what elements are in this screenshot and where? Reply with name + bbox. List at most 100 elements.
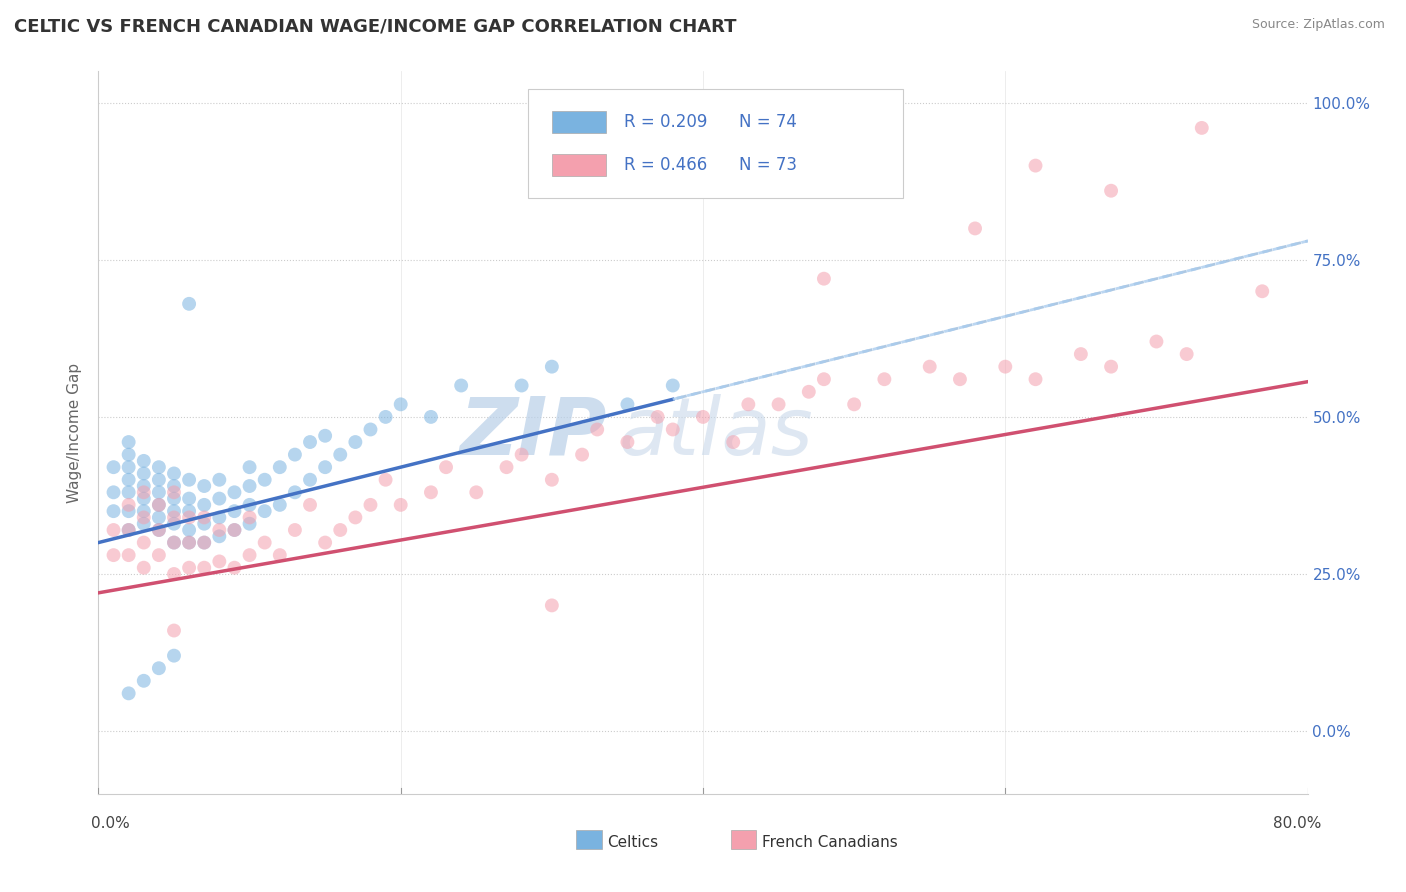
Point: [163, 535, 186, 549]
Point: [616, 435, 638, 450]
Point: [1191, 120, 1213, 135]
Point: [163, 467, 186, 481]
Point: [1144, 334, 1167, 349]
Point: [163, 510, 186, 524]
Point: [284, 523, 307, 537]
Point: [253, 473, 276, 487]
Point: [434, 460, 457, 475]
Point: [269, 498, 291, 512]
Bar: [551, 154, 606, 176]
Point: [344, 435, 367, 450]
Point: [284, 448, 307, 462]
Point: [148, 548, 170, 562]
Point: [132, 673, 155, 688]
Point: [118, 498, 141, 512]
Point: [1099, 359, 1122, 374]
Point: [132, 560, 155, 574]
Point: [994, 359, 1017, 374]
Point: [1251, 285, 1274, 299]
Point: [571, 448, 593, 462]
Point: [737, 397, 759, 411]
Point: [148, 498, 170, 512]
Point: [193, 535, 215, 549]
Point: [269, 548, 291, 562]
Point: [329, 523, 352, 537]
Point: [132, 491, 155, 506]
Point: [647, 409, 669, 424]
Point: [118, 485, 141, 500]
Point: [239, 479, 262, 493]
FancyBboxPatch shape: [527, 89, 903, 198]
Point: [284, 485, 307, 500]
Point: [118, 460, 141, 475]
Point: [374, 409, 396, 424]
Text: Celtics: Celtics: [607, 836, 658, 850]
Point: [253, 535, 276, 549]
Point: [103, 523, 125, 537]
Point: [118, 435, 141, 450]
Point: [1070, 347, 1092, 361]
Point: [420, 485, 443, 500]
Point: [208, 491, 231, 506]
Point: [179, 535, 201, 549]
Point: [148, 485, 170, 500]
Point: [844, 397, 866, 411]
Point: [949, 372, 972, 386]
Point: [148, 510, 170, 524]
Point: [813, 372, 835, 386]
Point: [344, 510, 367, 524]
Point: [918, 359, 941, 374]
Point: [450, 378, 472, 392]
Point: [540, 359, 562, 374]
Point: [661, 378, 683, 392]
Point: [132, 516, 155, 531]
Point: [118, 548, 141, 562]
Point: [239, 460, 262, 475]
Point: [813, 271, 835, 285]
Point: [193, 535, 215, 549]
Point: [193, 479, 215, 493]
Text: R = 0.209: R = 0.209: [624, 113, 707, 131]
Point: [360, 498, 382, 512]
Point: [118, 504, 141, 518]
Bar: [551, 112, 606, 133]
Point: [118, 523, 141, 537]
Point: [224, 485, 246, 500]
Point: [179, 560, 201, 574]
Point: [224, 523, 246, 537]
Point: [179, 510, 201, 524]
Point: [389, 498, 412, 512]
Point: [299, 498, 322, 512]
Point: [132, 485, 155, 500]
Point: [148, 523, 170, 537]
Point: [179, 523, 201, 537]
Text: N = 73: N = 73: [740, 156, 797, 174]
Text: Source: ZipAtlas.com: Source: ZipAtlas.com: [1251, 18, 1385, 31]
Point: [239, 510, 262, 524]
Point: [239, 516, 262, 531]
Point: [269, 460, 291, 475]
Point: [495, 460, 517, 475]
Point: [163, 624, 186, 638]
Point: [510, 378, 533, 392]
Text: 0.0%: 0.0%: [91, 816, 131, 831]
Point: [118, 448, 141, 462]
Point: [208, 523, 231, 537]
Point: [314, 460, 336, 475]
Point: [163, 648, 186, 663]
Point: [208, 510, 231, 524]
Point: [118, 473, 141, 487]
Point: [193, 516, 215, 531]
Point: [208, 529, 231, 543]
Point: [118, 686, 141, 700]
Point: [360, 422, 382, 436]
Point: [163, 491, 186, 506]
Point: [148, 661, 170, 675]
Point: [389, 397, 412, 411]
Point: [148, 498, 170, 512]
Point: [132, 467, 155, 481]
Point: [179, 491, 201, 506]
Point: [132, 454, 155, 468]
Point: [239, 548, 262, 562]
Point: [540, 473, 562, 487]
